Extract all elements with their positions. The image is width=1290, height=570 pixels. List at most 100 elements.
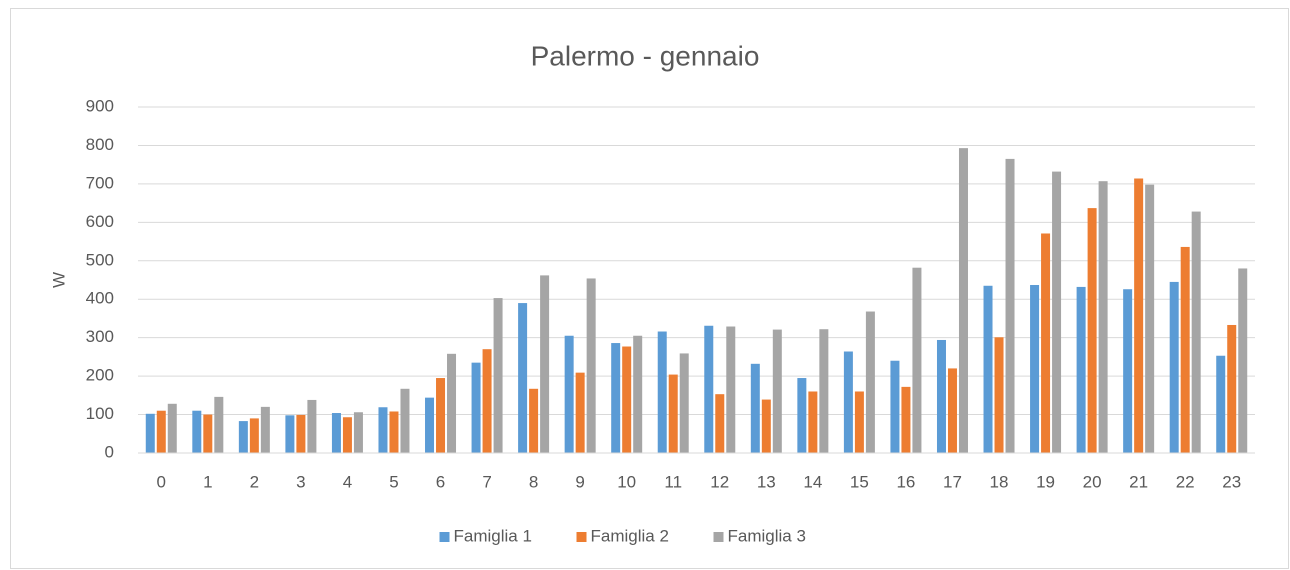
y-tick-label: 500 (86, 250, 114, 269)
bar (1098, 181, 1108, 453)
bar (564, 335, 574, 453)
bar (901, 386, 911, 453)
x-tick-label: 17 (943, 472, 962, 491)
x-tick-label: 23 (1222, 472, 1241, 491)
bar (1030, 284, 1040, 453)
bar (238, 421, 248, 453)
bar (865, 311, 875, 453)
bar (679, 353, 689, 453)
bar (1180, 246, 1190, 453)
chart-title: Palermo - gennaio (531, 40, 760, 71)
legend-swatch (576, 532, 587, 542)
bar (285, 415, 295, 453)
bar (167, 403, 177, 453)
y-tick-label: 200 (86, 366, 114, 385)
y-tick-label: 800 (86, 135, 114, 154)
y-tick-label: 400 (86, 289, 114, 308)
bar (936, 339, 946, 453)
bar (726, 326, 736, 453)
bar (772, 329, 782, 453)
bar (611, 343, 621, 453)
x-tick-label: 12 (710, 472, 729, 491)
legend-label: Famiglia 1 (454, 526, 532, 545)
x-tick-label: 5 (389, 472, 398, 491)
bar (518, 303, 528, 453)
bar (353, 412, 363, 453)
x-tick-label: 7 (482, 472, 491, 491)
bar (657, 331, 667, 453)
y-tick-label: 100 (86, 404, 114, 423)
bar (331, 413, 341, 453)
x-tick-label: 3 (296, 472, 305, 491)
bar (1191, 211, 1201, 453)
bar (145, 413, 155, 453)
x-tick-label: 22 (1176, 472, 1195, 491)
bar (947, 368, 957, 453)
legend-swatch (713, 532, 724, 542)
bar (958, 148, 968, 453)
bar (622, 346, 632, 453)
bar (471, 362, 481, 453)
legend-label: Famiglia 2 (591, 526, 669, 545)
y-axis-label: W (49, 272, 68, 288)
bar (425, 397, 435, 453)
bar (797, 378, 807, 453)
bar (715, 394, 725, 453)
legend-label: Famiglia 3 (728, 526, 806, 545)
bar (808, 391, 818, 453)
bar (342, 417, 352, 453)
chart-frame (10, 8, 1289, 569)
x-tick-label: 8 (529, 472, 538, 491)
bar (529, 388, 539, 453)
bar (296, 414, 306, 453)
x-tick-label: 10 (617, 472, 636, 491)
bar (493, 298, 503, 453)
bar (540, 275, 550, 453)
bar (1134, 178, 1144, 454)
bar (586, 278, 596, 453)
bar (1087, 208, 1097, 453)
bar (260, 406, 270, 453)
bar (436, 378, 446, 453)
bar (1052, 171, 1062, 453)
bar (1216, 355, 1226, 453)
bar (1227, 324, 1237, 453)
bar (575, 372, 585, 453)
bar (890, 360, 900, 453)
bar (1145, 184, 1155, 453)
x-tick-label: 6 (436, 472, 445, 491)
x-tick-label: 18 (990, 472, 1009, 491)
x-tick-label: 21 (1129, 472, 1148, 491)
bar (761, 399, 771, 453)
bar (983, 285, 993, 453)
bar (994, 337, 1004, 453)
x-tick-label: 0 (157, 472, 166, 491)
x-tick-label: 2 (250, 472, 259, 491)
bar (389, 411, 399, 453)
bar (400, 388, 410, 453)
y-tick-label: 700 (86, 173, 114, 192)
bar (750, 363, 760, 453)
bar (1169, 281, 1179, 453)
bar (447, 353, 457, 453)
x-tick-label: 20 (1083, 472, 1102, 491)
bar (912, 267, 922, 453)
y-tick-label: 0 (105, 442, 114, 461)
bar (843, 351, 853, 453)
y-tick-label: 300 (86, 327, 114, 346)
x-tick-label: 16 (896, 472, 915, 491)
bar (668, 374, 678, 453)
bar (854, 391, 864, 453)
bar (378, 407, 388, 453)
bar (156, 410, 166, 453)
bar (1041, 233, 1051, 453)
x-tick-label: 11 (664, 472, 682, 491)
bar (203, 414, 213, 453)
x-tick-label: 9 (575, 472, 584, 491)
bar (1076, 286, 1086, 453)
bar (1005, 158, 1015, 453)
legend-swatch (439, 532, 450, 542)
bar (819, 329, 829, 453)
x-tick-label: 19 (1036, 472, 1055, 491)
